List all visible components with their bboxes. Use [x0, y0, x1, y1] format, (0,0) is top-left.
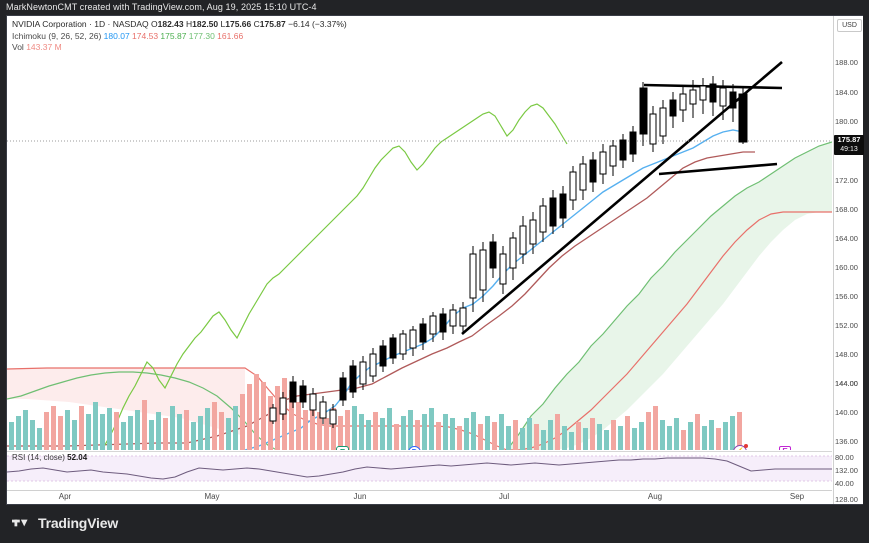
earnings-marker-2[interactable]: E — [779, 446, 791, 450]
notification-dot-icon — [744, 444, 748, 448]
time-label-jul: Jul — [498, 492, 510, 501]
time-label-apr: Apr — [58, 492, 72, 501]
rsi-tick-40: 40.00 — [835, 479, 854, 488]
price-tick-128: 128.00 — [835, 495, 858, 504]
price-tick-172: 172.00 — [835, 176, 858, 185]
rsi-legend-label[interactable]: RSI (14, close) — [12, 453, 65, 462]
time-axis[interactable]: Apr May Jun Jul Aug Sep — [7, 490, 832, 504]
time-label-may: May — [204, 492, 220, 501]
price-tick-168: 168.00 — [835, 205, 858, 214]
rsi-legend-value: 52.04 — [67, 453, 88, 462]
rising-trendline[interactable] — [461, 61, 783, 335]
rsi-tick-80: 80.00 — [835, 453, 854, 462]
watermark-text: MarkNewtonCMT created with TradingView.c… — [6, 2, 317, 12]
dividend-marker[interactable]: D — [408, 446, 421, 450]
last-price-value: 175.87 — [837, 135, 861, 144]
price-tick-160: 160.00 — [835, 263, 858, 272]
price-tick-156: 156.00 — [835, 292, 858, 301]
tradingview-logo-icon — [12, 519, 28, 527]
price-tick-180: 180.00 — [835, 117, 858, 126]
senkou-span-b-line — [507, 211, 832, 450]
price-tick-148: 148.00 — [835, 350, 858, 359]
currency-badge[interactable]: USD — [837, 19, 862, 32]
time-label-jun: Jun — [353, 492, 367, 501]
rsi-pane[interactable]: RSI (14, close) 52.04 — [7, 451, 832, 489]
tradingview-logo-text: TradingView — [38, 515, 119, 531]
rsi-band-fill — [7, 456, 832, 481]
price-tick-152: 152.00 — [835, 321, 858, 330]
candlestick-series — [269, 76, 748, 428]
price-scale[interactable]: USD 188.00 184.00 180.00 172.00 168.00 1… — [833, 16, 864, 504]
senkou-span-a-line — [506, 141, 832, 450]
time-label-aug: Aug — [647, 492, 663, 501]
earnings-marker-1-glyph: E — [336, 446, 349, 450]
price-tick-140: 140.00 — [835, 408, 858, 417]
bar-countdown: 49:13 — [840, 146, 858, 153]
price-tick-132: 132.00 — [835, 466, 858, 475]
rsi-chart-svg — [7, 455, 832, 482]
price-tick-136: 136.00 — [835, 437, 858, 446]
price-tick-144b: 144.00 — [835, 379, 858, 388]
earnings-marker-1[interactable]: E — [336, 446, 349, 450]
volume-bars — [9, 374, 742, 450]
tradingview-logo[interactable]: TradingView — [12, 515, 118, 531]
rsi-legend: RSI (14, close) 52.04 — [12, 453, 87, 462]
price-tick-184: 184.00 — [835, 88, 858, 97]
cloud-bullish-right — [507, 142, 832, 450]
time-label-sep: Sep — [789, 492, 805, 501]
price-tick-144: 144.00 — [835, 379, 858, 388]
earnings-marker-2-glyph: E — [779, 446, 791, 450]
last-price-badge[interactable]: 175.87 49:13 — [834, 135, 864, 155]
chart-frame: E D ⚡ E NVIDIA Corporation · 1D · NASDAQ — [6, 15, 864, 505]
chikou-span-line — [101, 103, 568, 450]
footer-bar: TradingView — [0, 506, 869, 543]
event-bolt-marker[interactable]: ⚡ — [733, 444, 748, 450]
rsi-line — [7, 457, 832, 480]
price-chart-svg — [7, 61, 832, 450]
dividend-marker-glyph: D — [408, 446, 421, 450]
price-tick-164: 164.00 — [835, 234, 858, 243]
price-tick-188: 188.00 — [835, 58, 858, 67]
price-pane[interactable]: E D ⚡ E NVIDIA Corporation · 1D · NASDAQ — [7, 16, 832, 450]
support-line-lower[interactable] — [658, 162, 778, 176]
